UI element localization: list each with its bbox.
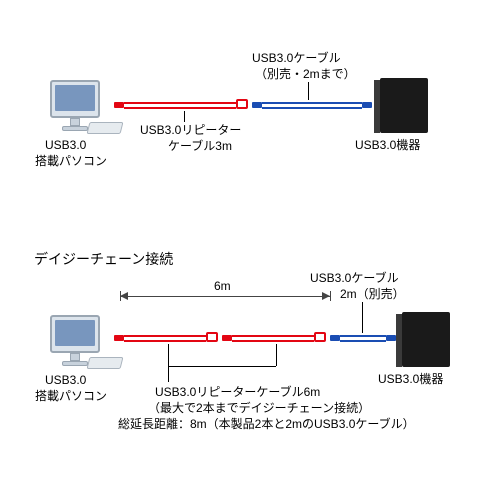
- usb-device-2: [402, 312, 450, 367]
- pc2-label-2: 搭載パソコン: [35, 388, 107, 404]
- diagram-canvas: USB3.0 搭載パソコン USB3.0機器 USB3.0リピーター ケーブル3…: [0, 0, 500, 500]
- plug-b-blue-2: [386, 335, 396, 341]
- note-line-1: USB3.0リピーターケーブル6m: [155, 384, 320, 400]
- pc-screen-2: [55, 320, 95, 346]
- device2-label: USB3.0機器: [378, 371, 443, 387]
- usb-cable-line-bot: [262, 107, 362, 109]
- dim-line: [120, 296, 330, 297]
- plug-a-red-2b: [222, 335, 232, 341]
- pc-label-1: USB3.0: [45, 137, 86, 153]
- usb2-label-1: USB3.0ケーブル: [310, 270, 399, 286]
- usb-cable-label-1: USB3.0ケーブル: [252, 50, 341, 66]
- usb-leader: [308, 82, 309, 100]
- pc-base-2: [62, 361, 88, 366]
- usb-device: [380, 78, 428, 133]
- plug-b-blue: [362, 102, 372, 108]
- diagram2-title: デイジーチェーン接続: [34, 250, 173, 269]
- repB-bot: [232, 340, 314, 342]
- usb-cable-label-2: （別売・2mまで）: [255, 66, 356, 82]
- pc-stand: [70, 118, 80, 126]
- repeater-cable-line-top: [124, 102, 236, 104]
- repA-leader: [168, 344, 169, 382]
- usb-device-edge: [374, 80, 380, 133]
- repB-top: [232, 335, 314, 337]
- pc-stand-2: [70, 353, 80, 361]
- usb2-bot: [340, 340, 386, 342]
- female-red-2b: [314, 332, 326, 342]
- pc-base: [62, 126, 88, 131]
- pc-label-2: 搭載パソコン: [35, 153, 107, 169]
- repeater-label-2: ケーブル3m: [168, 138, 232, 154]
- rep-leader-join: [168, 366, 276, 367]
- female-red-2a: [206, 332, 218, 342]
- dim-label: 6m: [214, 278, 231, 294]
- repB-leader: [276, 344, 277, 366]
- plug-a-blue-2: [330, 335, 340, 341]
- dim-arrow-right: [322, 292, 330, 300]
- pc-screen: [55, 85, 95, 111]
- dim-tick-right: [330, 291, 331, 301]
- plug-a-blue: [252, 102, 262, 108]
- note-line-3: 総延長距離：8m（本製品2本と2mのUSB3.0ケーブル）: [118, 416, 415, 432]
- repeater-label-1: USB3.0リピーター: [140, 122, 241, 138]
- usb-device-edge-2: [396, 314, 402, 367]
- repA-bot: [124, 340, 206, 342]
- female-port-red: [236, 99, 248, 109]
- pc2-label-1: USB3.0: [45, 372, 86, 388]
- keyboard-2: [87, 357, 124, 369]
- plug-a-red-2a: [114, 335, 124, 341]
- plug-a-red: [114, 102, 124, 108]
- repeater-cable-line-bot: [124, 107, 236, 109]
- note-line-2: （最大で2本までデイジーチェーン接続）: [148, 400, 370, 416]
- usb2-top: [340, 335, 386, 337]
- keyboard: [87, 122, 124, 134]
- usb2-label-2: 2m（別売）: [340, 286, 405, 302]
- usb2-leader: [362, 302, 363, 333]
- repA-top: [124, 335, 206, 337]
- usb-cable-line-top: [262, 102, 362, 104]
- dim-arrow-left: [120, 292, 128, 300]
- device-label: USB3.0機器: [355, 137, 420, 153]
- repeater-leader: [184, 111, 185, 122]
